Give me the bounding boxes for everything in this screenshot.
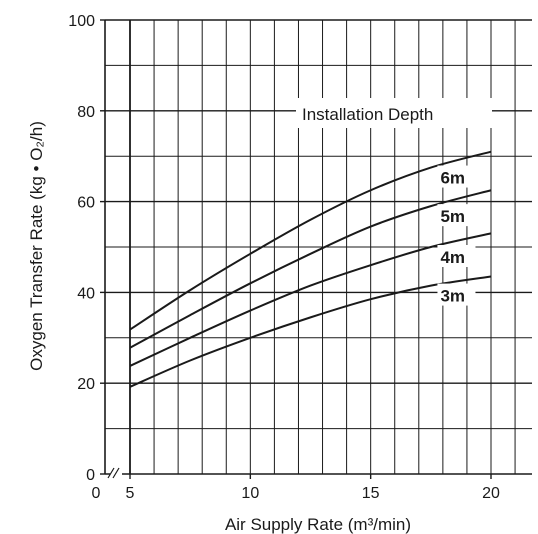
axis-break-stroke bbox=[107, 467, 115, 479]
x-tick-label: 10 bbox=[241, 485, 259, 502]
y-tick-label: 80 bbox=[77, 104, 95, 121]
series-label-background bbox=[437, 165, 476, 188]
axis-break-stroke bbox=[112, 467, 120, 479]
series-line-3m bbox=[129, 275, 492, 388]
y-tick-label: 20 bbox=[77, 376, 95, 393]
chart-series: 3m 4m 5m 6m bbox=[129, 150, 492, 388]
x-origin-label: 0 bbox=[92, 485, 101, 502]
y-tick-label: 0 bbox=[86, 467, 95, 484]
y-tick-label: 40 bbox=[77, 285, 95, 302]
legend-title: Installation Depth bbox=[302, 105, 433, 124]
y-axis-label: Oxygen Transfer Rate (kg • O₂/h) bbox=[27, 121, 46, 371]
series-label-3m: 3m bbox=[440, 287, 465, 306]
series-line-6m bbox=[129, 150, 492, 331]
chart-axes bbox=[104, 20, 532, 479]
series-label-background bbox=[437, 204, 476, 227]
x-tick-label: 20 bbox=[482, 485, 500, 502]
chart-tick-labels: 0 20 40 60 80 100 5 10 15 20 0 bbox=[68, 13, 500, 502]
x-axis-label: Air Supply Rate (m³/min) bbox=[225, 515, 411, 534]
series-label-background bbox=[437, 245, 476, 267]
x-tick-label: 15 bbox=[362, 485, 380, 502]
y-tick-label: 100 bbox=[68, 13, 95, 30]
y-tick-label: 60 bbox=[77, 195, 95, 212]
series-label-5m: 5m bbox=[440, 207, 465, 226]
series-label-6m: 6m bbox=[440, 169, 465, 188]
series-line-4m bbox=[129, 232, 492, 367]
legend-title-background bbox=[296, 98, 492, 128]
series-label-4m: 4m bbox=[440, 248, 465, 267]
x-tick-label: 5 bbox=[126, 485, 135, 502]
series-line-5m bbox=[129, 189, 492, 349]
series-label-background bbox=[437, 283, 476, 306]
